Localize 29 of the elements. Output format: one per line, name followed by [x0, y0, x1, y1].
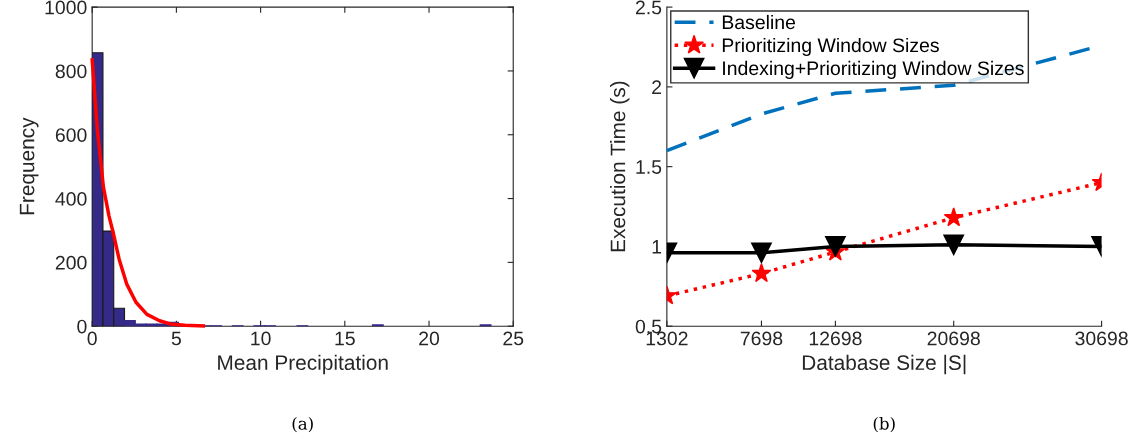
x-tick-label: 25	[503, 331, 524, 346]
x-tick-label: 15	[335, 331, 355, 346]
y-tick-label: 0	[77, 319, 87, 334]
y-tick-label: 800	[55, 64, 87, 79]
y-tick-label: 600	[55, 128, 87, 142]
y-axis-title: Frequency	[19, 117, 39, 215]
x-tick-label: 12698	[809, 331, 862, 346]
y-tick-label: 400	[55, 192, 87, 206]
x-tick-label: 20	[419, 331, 440, 346]
x-tick-label: 7698	[740, 331, 783, 346]
legend-label: Indexing+Prioritizing Window Sizes	[723, 60, 1024, 79]
y-axis-title: Execution Time (s)	[610, 81, 630, 252]
y-tick-label: 1.5	[636, 160, 662, 174]
y-tick-label: 200	[55, 255, 87, 270]
legend-label: Baseline	[722, 14, 796, 30]
y-tick-label: 1	[652, 240, 662, 254]
text: (a)	[292, 416, 313, 433]
legend-label: Prioritizing Window Sizes	[722, 37, 939, 57]
y-tick-label: 2	[652, 80, 662, 94]
text: (b)	[873, 416, 895, 433]
x-axis-title: Mean Precipitation	[218, 354, 388, 375]
y-tick-label: 2.5	[635, 0, 662, 15]
x-axis-title: Database Size |S|	[802, 354, 966, 375]
x-tick-label: 5	[171, 331, 181, 346]
x-tick-label: 0	[87, 331, 97, 346]
y-tick-label: 1000	[45, 0, 87, 15]
x-tick-label: 10	[251, 331, 271, 346]
x-tick-label: 30698	[1075, 331, 1128, 346]
x-tick-label: 20698	[927, 331, 980, 346]
